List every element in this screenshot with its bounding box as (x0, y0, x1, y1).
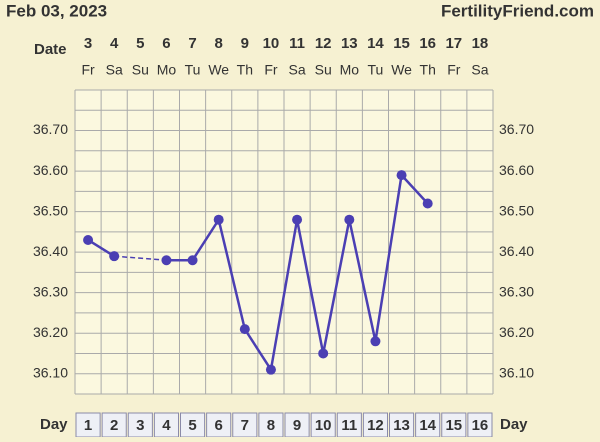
date-number: 16 (419, 35, 436, 52)
gap-connector (114, 255, 167, 261)
day-number: 9 (293, 417, 301, 434)
day-number: 13 (393, 417, 410, 434)
day-number: 11 (341, 417, 357, 434)
data-point (396, 170, 407, 181)
day-cell (206, 412, 232, 438)
weekday: Mo (157, 62, 177, 78)
data-point (344, 214, 355, 225)
date-number: 18 (472, 35, 489, 52)
y-tick-label: 36.40 (33, 243, 68, 259)
weekday: Fr (264, 62, 278, 78)
weekday: Su (132, 62, 149, 78)
day-cell (284, 412, 310, 438)
day-number: 2 (110, 417, 118, 434)
date-number: 11 (289, 35, 305, 52)
y-tick-label: 36.60 (33, 162, 68, 178)
day-cell (153, 412, 179, 438)
data-point (83, 234, 94, 245)
day-number: 15 (445, 417, 462, 434)
weekday: We (208, 62, 229, 78)
data-point (318, 348, 329, 359)
weekday: Sa (106, 62, 123, 78)
data-point (370, 336, 381, 347)
y-tick-label-right: 36.50 (499, 202, 534, 218)
day-cell (415, 412, 441, 438)
day-number: 8 (267, 417, 275, 434)
day-number: 16 (472, 417, 489, 434)
site-name: FertilityFriend.com (441, 1, 594, 20)
day-cell (467, 412, 493, 438)
day-number: 3 (136, 417, 144, 434)
day-cell (441, 412, 467, 438)
data-point (161, 255, 172, 266)
weekday: Tu (368, 62, 384, 78)
date-number: 4 (110, 35, 119, 52)
y-tick-label-right: 36.10 (499, 364, 534, 380)
weekday: Fr (81, 62, 95, 78)
date-number: 15 (393, 35, 410, 52)
date-number: 8 (215, 35, 223, 52)
chart-title: Feb 03, 2023 (6, 1, 107, 20)
date-number: 13 (341, 35, 358, 52)
day-label-right: Day (500, 416, 528, 433)
day-number: 4 (162, 417, 171, 434)
date-number: 9 (241, 35, 249, 52)
date-number: 12 (315, 35, 332, 52)
data-point (239, 324, 250, 335)
y-tick-label-right: 36.60 (499, 162, 534, 178)
day-label: Day (40, 416, 68, 433)
y-tick-label-right: 36.20 (499, 324, 534, 340)
day-cell (258, 412, 284, 438)
y-tick-label: 36.50 (33, 202, 68, 218)
day-number: 12 (367, 417, 384, 434)
day-number: 14 (419, 417, 436, 434)
day-number: 6 (215, 417, 223, 434)
day-number: 10 (315, 417, 332, 434)
day-number: 1 (84, 417, 92, 434)
data-point (109, 251, 120, 262)
data-point (213, 214, 224, 225)
y-tick-label: 36.70 (33, 121, 68, 137)
weekday: We (391, 62, 412, 78)
date-number: 10 (263, 35, 280, 52)
date-number: 7 (188, 35, 196, 52)
date-number: 17 (445, 35, 462, 52)
weekday: Sa (471, 62, 488, 78)
weekday: Su (315, 62, 332, 78)
day-cell (127, 412, 153, 438)
y-tick-label-right: 36.30 (499, 283, 534, 299)
weekday: Sa (289, 62, 306, 78)
date-number: 14 (367, 35, 384, 52)
weekday: Fr (447, 62, 461, 78)
date-number: 3 (84, 35, 92, 52)
y-tick-label: 36.30 (33, 283, 68, 299)
weekday: Tu (185, 62, 201, 78)
weekday: Mo (340, 62, 360, 78)
date-number: 6 (162, 35, 170, 52)
date-label: Date (34, 41, 67, 58)
y-tick-label-right: 36.70 (499, 121, 534, 137)
data-point (422, 198, 433, 209)
day-number: 7 (241, 417, 249, 434)
y-tick-label: 36.10 (33, 364, 68, 380)
weekday: Th (237, 62, 253, 78)
y-tick-label: 36.20 (33, 324, 68, 340)
day-cell (232, 412, 258, 438)
day-cell (75, 412, 101, 438)
day-cell (362, 412, 388, 438)
data-point (292, 214, 303, 225)
weekday: Th (420, 62, 436, 78)
date-number: 5 (136, 35, 144, 52)
data-point (265, 364, 276, 375)
y-tick-label-right: 36.40 (499, 243, 534, 259)
data-point (187, 255, 198, 266)
day-number: 5 (188, 417, 196, 434)
